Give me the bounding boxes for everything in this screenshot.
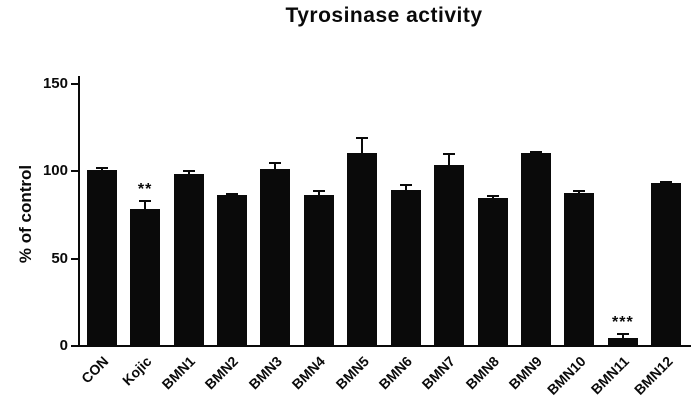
x-tick-label: BMN8 xyxy=(462,353,502,393)
error-bar xyxy=(448,152,451,166)
significance-marker: ** xyxy=(137,181,153,199)
x-tick-label: BMN5 xyxy=(332,353,372,393)
error-bar-cap xyxy=(443,152,456,155)
bar xyxy=(651,182,682,345)
error-bar-cap xyxy=(530,151,542,154)
bar xyxy=(347,152,378,345)
x-tick-label: BMN7 xyxy=(419,353,459,393)
plot-area: ** *** xyxy=(80,83,688,345)
error-bar-cap xyxy=(139,200,152,203)
error-bar xyxy=(144,200,147,209)
y-tick-label: 50 xyxy=(51,249,68,267)
error-bar-cap xyxy=(95,166,108,169)
bar xyxy=(564,193,595,345)
y-tick-mark xyxy=(71,83,78,85)
bar xyxy=(217,194,247,345)
y-tick-mark xyxy=(71,345,78,347)
significance-marker: *** xyxy=(612,313,634,331)
bar xyxy=(303,194,334,345)
error-bar-cap xyxy=(486,194,499,197)
x-tick-label: BMN3 xyxy=(245,353,285,393)
x-tick-label: BMN2 xyxy=(201,353,242,393)
x-axis-line xyxy=(78,345,691,347)
bar xyxy=(390,189,421,345)
error-bar xyxy=(404,184,407,190)
error-bar xyxy=(274,161,277,169)
x-tick-label: CON xyxy=(77,353,112,387)
bar xyxy=(86,170,117,345)
bar xyxy=(260,168,291,345)
x-tick-label: BMN1 xyxy=(158,353,198,393)
error-bar xyxy=(317,189,320,195)
y-axis-line xyxy=(78,76,80,347)
bar xyxy=(130,208,161,345)
error-bar-cap xyxy=(660,180,673,183)
bar xyxy=(521,152,551,345)
bar xyxy=(607,338,638,345)
x-tick-label: BMN12 xyxy=(630,353,676,398)
x-tick-label: BMN4 xyxy=(288,353,329,393)
y-tick-label: 0 xyxy=(59,337,68,354)
error-bar-cap xyxy=(182,170,195,173)
error-bar-cap xyxy=(573,189,586,192)
error-bar xyxy=(361,137,364,153)
bar xyxy=(477,198,508,345)
bar xyxy=(173,173,204,345)
error-bar-cap xyxy=(312,189,325,192)
x-tick-label: BMN6 xyxy=(375,353,416,393)
error-bar-cap xyxy=(399,184,412,187)
error-bar-cap xyxy=(616,332,629,335)
error-bar-cap xyxy=(356,137,369,140)
error-bar xyxy=(621,332,624,339)
bar xyxy=(434,165,465,345)
error-bar-cap xyxy=(226,193,238,196)
x-tick-label: BMN9 xyxy=(505,353,546,393)
y-tick-label: 150 xyxy=(42,75,68,92)
y-tick-mark xyxy=(71,257,78,260)
y-axis-label: % of control xyxy=(16,164,35,264)
y-tick-label: 100 xyxy=(42,162,68,180)
y-tick-mark xyxy=(71,170,78,173)
chart-title: Tyrosinase activity xyxy=(285,4,483,27)
x-tick-label: BMN11 xyxy=(587,353,633,398)
error-bar-cap xyxy=(269,161,282,164)
x-tick-label: Kojic xyxy=(118,353,155,389)
x-tick-label: BMN10 xyxy=(543,353,589,398)
